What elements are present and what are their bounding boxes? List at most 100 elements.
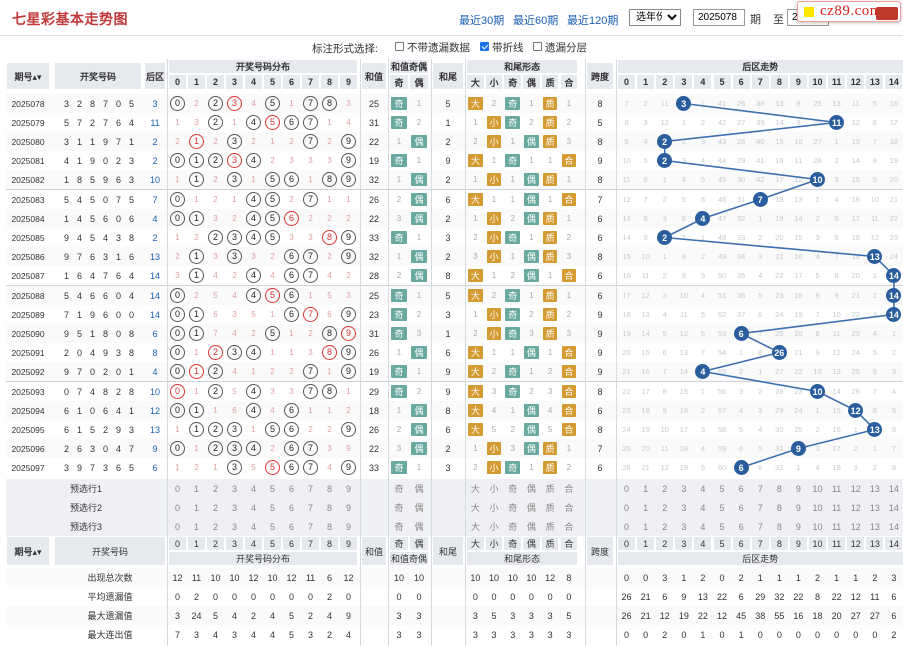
back-trend-omission: 10 bbox=[641, 252, 650, 261]
distribution-ball: 4 bbox=[246, 441, 261, 456]
predict-form: 小 bbox=[489, 522, 499, 532]
header-back-digit: 6 bbox=[731, 74, 751, 90]
tail-form-omission: 1 bbox=[473, 118, 478, 127]
stats-dist-value: 0 bbox=[212, 591, 218, 602]
predict-even: 偶 bbox=[414, 484, 424, 494]
back-trend-omission: 26 bbox=[851, 387, 860, 396]
stats-dist-value: 4 bbox=[269, 629, 275, 640]
stats-trend-value: 11 bbox=[870, 591, 880, 602]
back-trend-omission: 3 bbox=[815, 444, 820, 453]
top-bar: 七星彩基本走势图 最近30期 最近60期 最近120期 选年份 期 至 cz89… bbox=[0, 0, 903, 36]
tail-form-tag: 偶 bbox=[524, 193, 539, 206]
back-trend-omission: 57 bbox=[717, 406, 727, 415]
back-trend-omission: 3 bbox=[834, 175, 839, 184]
draw-number: 6 bbox=[102, 290, 108, 301]
distribution-ball: 2 bbox=[208, 422, 223, 437]
stats-dist-value: 0 bbox=[307, 591, 313, 602]
header-span: 跨度 bbox=[586, 62, 614, 90]
draw-number: 6 bbox=[115, 117, 121, 128]
predict-digit: 4 bbox=[250, 483, 256, 494]
tail-form-tag: 小 bbox=[486, 250, 502, 263]
stats-trend-value: 0 bbox=[872, 629, 878, 640]
predict-back-digit: 11 bbox=[831, 502, 842, 513]
issue-cell: 2025089 bbox=[11, 309, 45, 320]
back-trend-omission: 10 bbox=[679, 291, 689, 300]
back-trend-omission: 12 bbox=[679, 329, 689, 338]
predict-back-digit: 10 bbox=[812, 483, 823, 494]
distribution-omission: 2 bbox=[327, 252, 332, 261]
distribution-omission: 2 bbox=[308, 329, 313, 338]
back-trend-omission: 2 bbox=[815, 425, 820, 434]
header-back-digit: 8 bbox=[769, 74, 789, 90]
back-trend-omission: 6 bbox=[815, 291, 820, 300]
sum-cell: 32 bbox=[368, 174, 379, 185]
stats-trend-value: 27 bbox=[850, 610, 861, 621]
predict-form: 偶 bbox=[526, 484, 536, 494]
stats-trend-value: 1 bbox=[757, 572, 763, 583]
badge-button[interactable] bbox=[876, 7, 898, 20]
tail-form-tag: 奇 bbox=[505, 327, 521, 340]
distribution-omission: 1 bbox=[175, 233, 180, 242]
start-issue-input[interactable] bbox=[693, 9, 745, 26]
tail-cell: 8 bbox=[445, 270, 451, 281]
draw-number: 0 bbox=[115, 366, 121, 377]
back-trend-omission: 53 bbox=[717, 329, 727, 338]
back-trend-omission: 49 bbox=[717, 252, 727, 261]
stats-dist-value: 5 bbox=[288, 629, 294, 640]
site-badge[interactable]: cz89.com bbox=[797, 1, 901, 22]
span-cell: 8 bbox=[597, 136, 603, 147]
stats-trend-value: 0 bbox=[776, 629, 782, 640]
header-form-label: 合 bbox=[559, 74, 579, 90]
year-select[interactable]: 选年份 bbox=[629, 9, 681, 26]
back-trend-omission: 24 bbox=[889, 252, 899, 261]
predict-digit: 8 bbox=[326, 502, 332, 513]
tail-form-omission: 2 bbox=[491, 291, 497, 300]
distribution-omission: 2 bbox=[251, 329, 256, 338]
span-cell: 8 bbox=[597, 251, 603, 262]
stats-form-value: 0 bbox=[528, 591, 534, 602]
back-trend-omission: 20 bbox=[622, 348, 631, 357]
stats-trend-value: 2 bbox=[815, 572, 821, 583]
back-trend-omission: 6 bbox=[643, 175, 648, 184]
checkbox-omission-layer[interactable] bbox=[533, 42, 542, 51]
draw-number: 5 bbox=[76, 328, 82, 339]
back-number: 9 bbox=[152, 443, 158, 454]
back-trend-omission: 15 bbox=[775, 137, 784, 146]
tail-cell: 3 bbox=[445, 309, 451, 320]
footer-back-digit: 11 bbox=[827, 536, 847, 551]
recent-120-link[interactable]: 最近120期 bbox=[567, 15, 619, 27]
footer-back-digit: 1 bbox=[636, 536, 656, 551]
predict-label: 预选行3 bbox=[69, 522, 102, 532]
draw-number: 0 bbox=[89, 405, 95, 416]
predict-odd: 奇 bbox=[394, 503, 404, 513]
draw-number: 1 bbox=[89, 328, 95, 339]
distribution-ball: 4 bbox=[246, 192, 261, 207]
draw-number: 9 bbox=[102, 136, 108, 147]
badge-text: cz89.com bbox=[820, 3, 882, 19]
back-trend-omission: 6 bbox=[834, 233, 839, 242]
stats-trend-value: 1 bbox=[776, 572, 782, 583]
distribution-ball: 1 bbox=[189, 268, 204, 283]
stats-form-value: 3 bbox=[472, 629, 478, 640]
back-trend-omission: 1 bbox=[834, 137, 839, 146]
draw-number: 9 bbox=[63, 366, 69, 377]
header-tail: 和尾 bbox=[432, 62, 464, 90]
stats-trend-value: 2 bbox=[872, 572, 878, 583]
tail-cell: 6 bbox=[445, 194, 451, 205]
distribution-ball: 5 bbox=[265, 288, 280, 303]
stats-oe-value: 0 bbox=[396, 591, 402, 602]
back-trend-omission: 60 bbox=[717, 463, 727, 472]
checkbox-polyline[interactable] bbox=[480, 42, 489, 51]
tail-form-omission: 1 bbox=[529, 156, 534, 165]
distribution-ball: 0 bbox=[170, 441, 185, 456]
sum-cell: 31 bbox=[368, 328, 379, 339]
recent-60-link[interactable]: 最近60期 bbox=[513, 15, 559, 27]
checkbox-no-omission[interactable] bbox=[395, 42, 404, 51]
tail-form-omission: 1 bbox=[566, 444, 572, 453]
back-trend-omission: 5 bbox=[834, 214, 839, 223]
tail-form-omission: 3 bbox=[547, 387, 553, 396]
distribution-omission: 4 bbox=[232, 367, 237, 376]
predict-back-digit: 0 bbox=[624, 502, 630, 513]
stats-trend-value: 0 bbox=[757, 629, 763, 640]
recent-30-link[interactable]: 最近30期 bbox=[459, 15, 505, 27]
